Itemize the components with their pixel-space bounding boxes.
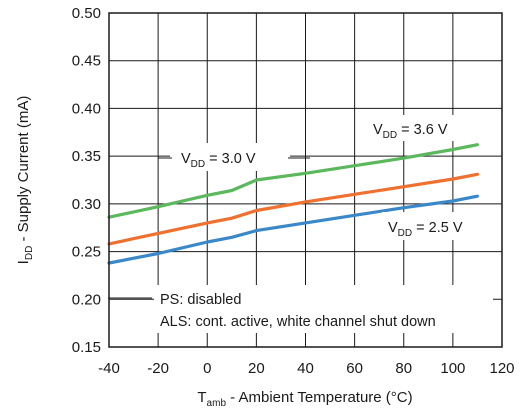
- y-tick-label-3: 0.30: [72, 196, 101, 213]
- plot-border: [108, 12, 503, 348]
- y-tick-label-1: 0.20: [72, 291, 101, 308]
- series-line-0: [107, 143, 479, 219]
- y-tick-label-2: 0.25: [72, 244, 101, 261]
- y-tick-label-7: 0.50: [72, 5, 101, 22]
- x-tick-label-4: 40: [297, 360, 314, 377]
- x-tick-label-1: -20: [147, 360, 169, 377]
- x-axis-title: Tamb - Ambient Temperature (°C): [197, 389, 412, 409]
- y-axis-title: IDD - Supply Current (mA): [15, 96, 35, 265]
- x-tick-label-5: 60: [346, 360, 363, 377]
- series-label-3v0-bg: [170, 143, 290, 171]
- series-label-2v5: VDD = 2.5 V: [388, 220, 463, 239]
- x-tick-label-0: -40: [98, 360, 120, 377]
- tick-labels: -40 -20 0 20 40 60 80 100 120 0.15 0.20 0.25 0.30 0.3…: [72, 5, 515, 377]
- y-tick-label-4: 0.35: [72, 148, 101, 165]
- series-label-3v6-bg: [364, 115, 480, 141]
- series-line-1: [107, 172, 479, 246]
- notes-bg: [154, 285, 493, 333]
- y-tick-label-5: 0.40: [72, 100, 101, 117]
- series-label-2v5-bg: [382, 212, 482, 240]
- x-tick-label-7: 100: [440, 360, 465, 377]
- note-als: ALS: cont. active, white channel shut do…: [160, 314, 436, 330]
- y-tick-label-6: 0.45: [72, 53, 101, 70]
- series-label-3v6: VDD = 3.6 V: [373, 122, 448, 141]
- x-tick-label-2: 0: [203, 360, 211, 377]
- y-tick-label-0: 0.15: [72, 339, 101, 356]
- x-tick-label-3: 20: [248, 360, 265, 377]
- series-line-2: [107, 194, 479, 265]
- x-tick-label-6: 80: [395, 360, 412, 377]
- x-tick-label-8: 120: [489, 360, 514, 377]
- series-label-3v0: VDD = 3.0 V: [181, 151, 256, 170]
- series-group: [107, 143, 479, 265]
- note-ps: PS: disabled: [160, 292, 241, 308]
